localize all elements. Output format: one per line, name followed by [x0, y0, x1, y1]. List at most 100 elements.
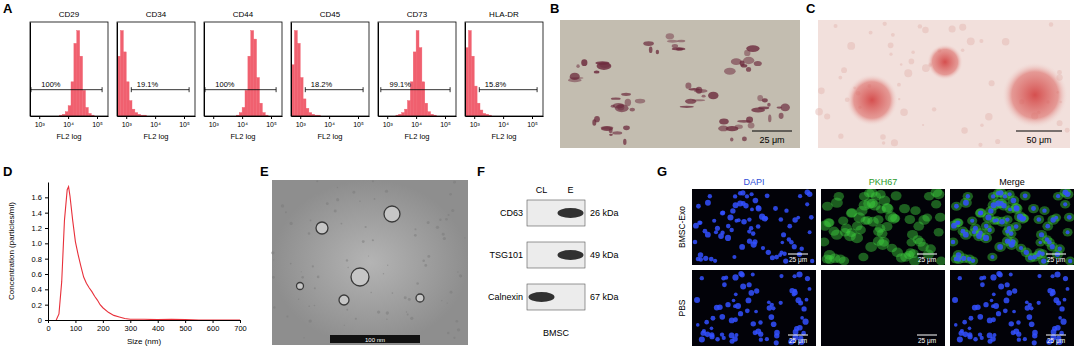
pkh67-signal: [931, 200, 941, 209]
texture: [818, 88, 825, 95]
texture: [985, 113, 992, 120]
stain-patch: [611, 97, 621, 99]
texture: [841, 67, 847, 73]
bar: [297, 43, 300, 116]
stain-patch: [758, 107, 769, 110]
axis-line: [465, 23, 466, 117]
stain-patch: [708, 92, 718, 100]
tick-mark: [503, 116, 504, 119]
pkh67-signal: [1042, 222, 1053, 231]
nucleus: [998, 284, 1004, 290]
nucleus: [1050, 244, 1055, 249]
texture: [1049, 22, 1053, 26]
texture: [372, 180, 374, 182]
nucleus: [739, 244, 745, 250]
tick-label: 600: [207, 324, 220, 333]
texture: [989, 80, 995, 86]
bars: [59, 31, 94, 116]
size-label: 26 kDa: [590, 208, 619, 218]
nucleus: [696, 204, 701, 209]
nucleus: [756, 224, 761, 229]
nucleus: [703, 256, 708, 261]
texture: [967, 37, 975, 45]
tick: 10³: [296, 116, 307, 128]
plot-frame: [465, 22, 543, 116]
tick-label: 700: [234, 324, 247, 333]
nucleus: [999, 219, 1005, 225]
nucleus: [805, 202, 809, 206]
nucleus: [1037, 301, 1041, 305]
texture: [370, 292, 371, 293]
bar: [422, 82, 425, 116]
texture: [456, 320, 459, 323]
pkh67-signal: [852, 222, 863, 231]
bar: [126, 82, 129, 116]
pkh67-signal: [873, 215, 883, 224]
tick-mark: [358, 116, 359, 119]
nucleus: [1067, 215, 1072, 220]
tick: 1.0: [32, 239, 48, 248]
nucleus: [999, 201, 1004, 206]
plot-frame: [30, 22, 108, 116]
scale-label: 25 μm: [918, 256, 936, 264]
image-background: [560, 20, 800, 148]
bar: [413, 52, 416, 116]
nucleus: [758, 332, 763, 337]
tick-mark: [45, 305, 48, 306]
vesicle: [339, 295, 349, 305]
nucleus: [721, 210, 726, 215]
scale-label: 50 μm: [1026, 135, 1051, 145]
texture: [427, 255, 430, 258]
tick-mark: [532, 116, 533, 119]
bar: [65, 112, 68, 116]
nucleus: [1006, 290, 1012, 296]
pkh67-signal: [915, 238, 926, 247]
texture: [337, 187, 338, 188]
nucleus: [1058, 316, 1062, 320]
texture: [386, 311, 389, 314]
gate-label: 100%: [215, 80, 235, 89]
pkh67-signal: [1028, 204, 1039, 213]
texture: [448, 214, 450, 216]
stain-patch: [672, 47, 686, 50]
nucleus: [748, 290, 754, 296]
stained-nodule: [927, 44, 963, 80]
pkh67-signal: [877, 239, 889, 250]
texture: [911, 51, 914, 54]
nucleus: [1003, 308, 1008, 313]
protein-label: Calnexin: [488, 292, 523, 302]
fluorescence-panel: [821, 270, 945, 346]
tick: 300: [125, 320, 138, 333]
gate-cap: [479, 87, 480, 92]
nucleus: [702, 329, 706, 333]
y-axis: [204, 23, 205, 117]
nucleus: [768, 314, 774, 320]
texture: [882, 141, 885, 144]
x-axis: 0100200300400500600700: [46, 320, 246, 333]
nucleus: [1011, 198, 1017, 204]
texture: [416, 282, 419, 285]
scale-label: 25 μm: [789, 256, 807, 264]
tick: 10⁴: [324, 116, 335, 128]
texture: [459, 274, 462, 277]
texture: [909, 59, 915, 65]
nucleus: [967, 334, 972, 339]
nucleus: [699, 336, 705, 342]
nucleus: [802, 319, 808, 325]
stain-patch: [576, 64, 579, 68]
nucleus: [1050, 274, 1054, 278]
y-axis: [465, 23, 466, 117]
nucleus: [732, 336, 738, 342]
nucleus: [1014, 206, 1020, 212]
nucleus: [805, 276, 810, 281]
texture: [898, 98, 900, 100]
nucleus: [968, 316, 973, 321]
nucleus: [733, 194, 737, 198]
nucleus: [751, 231, 756, 236]
nucleus: [1005, 217, 1009, 221]
texture: [900, 108, 908, 116]
western-blot: CLECD6326 kDaTSG10149 kDaCalnexin67 kDaB…: [488, 185, 619, 338]
fluorescence-panel: [692, 270, 816, 346]
x-axis-title: FL2 log: [317, 132, 342, 141]
bar: [80, 56, 83, 116]
